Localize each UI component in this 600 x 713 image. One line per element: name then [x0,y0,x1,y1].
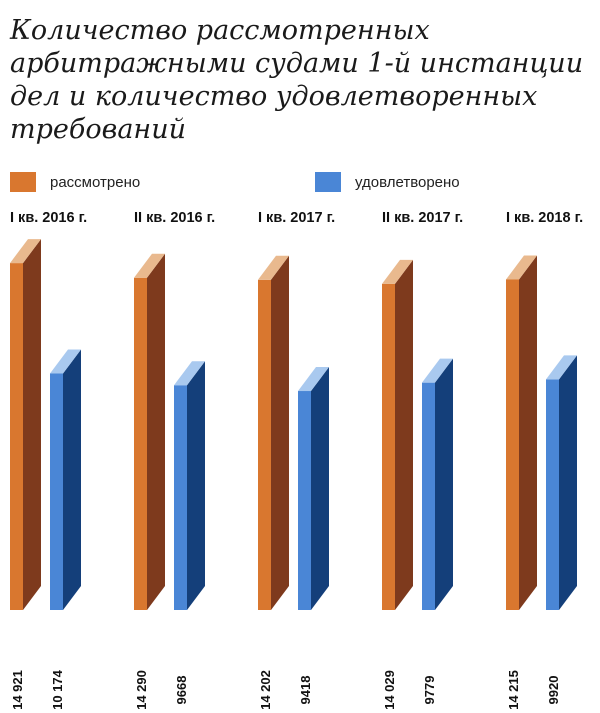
bar-satisfied [298,367,329,610]
value-label: 9779 [422,676,437,705]
value-label: 14 290 [134,670,149,710]
category-label: I кв. 2018 г. [506,210,583,226]
legend-swatch-satisfied [315,172,341,192]
value-label: 9920 [546,676,561,705]
value-label: 14 215 [506,670,521,710]
category-label: I кв. 2016 г. [10,210,87,226]
legend-label-considered: рассмотрено [50,173,141,191]
category-label: II кв. 2017 г. [382,210,463,226]
value-label: 10 174 [50,669,65,710]
legend-item-considered: рассмотрено [10,172,140,192]
bar-considered [10,239,41,611]
value-label: 9418 [298,676,313,705]
legend-label-satisfied: удовлетворено [355,173,460,191]
chart-title: Количество рассмотренных арбитражными су… [10,15,584,145]
bar-considered [506,255,537,610]
bar-considered [382,259,413,610]
category-label: I кв. 2017 г. [258,210,335,226]
legend-item-satisfied: удовлетворено [315,172,460,192]
bar-satisfied [546,355,577,610]
bar-satisfied [174,361,205,610]
value-label: 14 202 [258,670,273,710]
value-label: 14 921 [10,670,25,710]
value-label: 14 029 [382,670,397,710]
value-label: 9668 [174,676,189,705]
category-label: II кв. 2016 г. [134,210,215,226]
bar-satisfied [50,349,81,610]
bar-satisfied [422,358,453,610]
bar-chart: I кв. 2016 г. 14 921 10 174 II кв. 2016 г. 1… [10,210,583,710]
bar-considered [134,253,165,610]
bar-considered [258,255,289,610]
legend-swatch-considered [10,172,36,192]
